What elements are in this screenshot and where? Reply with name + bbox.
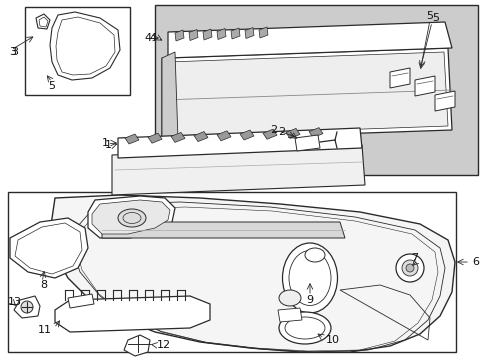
Ellipse shape bbox=[279, 312, 331, 344]
Polygon shape bbox=[102, 222, 345, 238]
Circle shape bbox=[406, 264, 414, 272]
Text: 5: 5 bbox=[426, 11, 434, 21]
Polygon shape bbox=[92, 200, 170, 234]
Polygon shape bbox=[217, 131, 231, 141]
Polygon shape bbox=[390, 68, 410, 88]
Text: 3: 3 bbox=[11, 47, 19, 57]
Text: 4: 4 bbox=[150, 33, 157, 43]
Polygon shape bbox=[231, 28, 240, 39]
Polygon shape bbox=[10, 218, 88, 278]
Polygon shape bbox=[118, 128, 362, 158]
Text: 5: 5 bbox=[49, 81, 55, 91]
Text: 1: 1 bbox=[105, 140, 112, 150]
Text: 6: 6 bbox=[472, 257, 479, 267]
Text: 11: 11 bbox=[38, 325, 52, 335]
Polygon shape bbox=[286, 129, 300, 138]
Polygon shape bbox=[50, 12, 120, 80]
Polygon shape bbox=[125, 134, 139, 144]
Circle shape bbox=[396, 254, 424, 282]
Ellipse shape bbox=[279, 290, 301, 306]
Polygon shape bbox=[68, 294, 94, 308]
Polygon shape bbox=[217, 28, 226, 40]
Polygon shape bbox=[171, 132, 185, 143]
Ellipse shape bbox=[305, 248, 325, 262]
Text: 8: 8 bbox=[40, 280, 47, 290]
Polygon shape bbox=[203, 29, 212, 40]
Polygon shape bbox=[415, 76, 435, 96]
Polygon shape bbox=[435, 91, 455, 111]
Text: 2: 2 bbox=[270, 125, 277, 135]
Polygon shape bbox=[55, 296, 210, 332]
Polygon shape bbox=[309, 127, 323, 138]
Text: 10: 10 bbox=[326, 335, 340, 345]
Polygon shape bbox=[175, 30, 184, 41]
Polygon shape bbox=[168, 52, 448, 136]
Polygon shape bbox=[88, 196, 175, 238]
Text: 9: 9 bbox=[306, 295, 314, 305]
Polygon shape bbox=[14, 296, 40, 318]
Ellipse shape bbox=[283, 243, 338, 313]
Polygon shape bbox=[295, 135, 320, 151]
Polygon shape bbox=[36, 14, 50, 29]
Text: 4: 4 bbox=[145, 33, 152, 43]
Bar bbox=[25, 7, 130, 95]
Polygon shape bbox=[245, 27, 254, 39]
Polygon shape bbox=[278, 308, 302, 322]
Polygon shape bbox=[112, 145, 365, 195]
Ellipse shape bbox=[118, 209, 146, 227]
Text: 13: 13 bbox=[8, 297, 22, 307]
Polygon shape bbox=[162, 48, 452, 140]
Polygon shape bbox=[162, 52, 178, 140]
Polygon shape bbox=[50, 195, 455, 352]
Circle shape bbox=[21, 301, 33, 313]
Circle shape bbox=[402, 260, 418, 276]
Text: 12: 12 bbox=[157, 340, 171, 350]
Text: 3: 3 bbox=[9, 47, 16, 57]
Bar bbox=[155, 5, 478, 175]
Polygon shape bbox=[259, 27, 268, 38]
Polygon shape bbox=[148, 133, 162, 143]
Polygon shape bbox=[168, 22, 452, 58]
Text: 2: 2 bbox=[278, 127, 285, 137]
Polygon shape bbox=[194, 132, 208, 141]
Polygon shape bbox=[240, 130, 254, 140]
Polygon shape bbox=[124, 335, 150, 356]
Polygon shape bbox=[189, 30, 198, 40]
Polygon shape bbox=[263, 129, 277, 139]
Text: 5: 5 bbox=[432, 13, 439, 23]
Bar bbox=[8, 192, 456, 352]
Text: 7: 7 bbox=[411, 253, 418, 263]
Text: 1: 1 bbox=[102, 138, 109, 148]
